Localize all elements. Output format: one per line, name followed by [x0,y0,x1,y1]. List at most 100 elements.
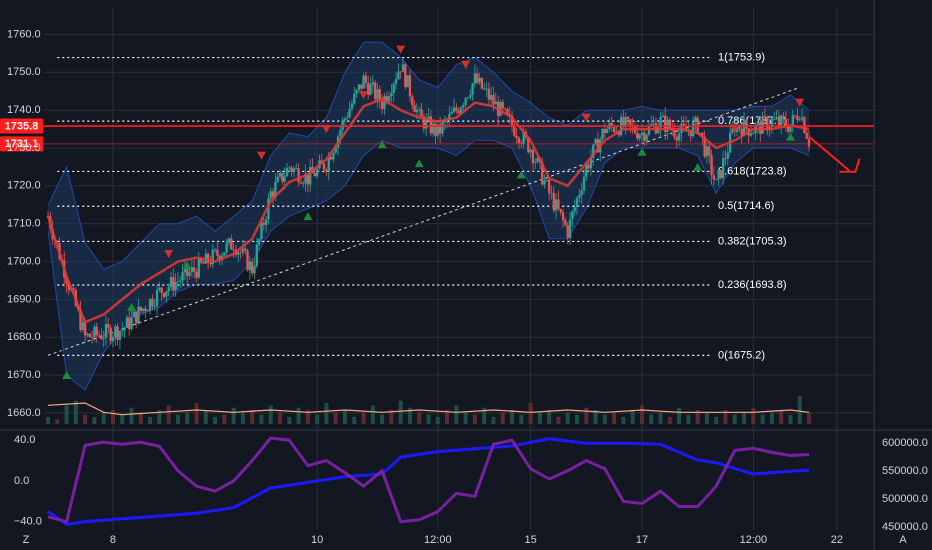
timezone-toggle-label: Z [23,534,30,546]
cumulative-line [47,437,810,526]
candle-body [573,207,576,212]
candle-body [271,191,275,197]
candle-body [97,334,101,336]
candle-body [246,250,249,271]
candle-body [197,258,200,278]
volume-bar [667,417,672,424]
candle-body [742,119,746,136]
candle-body [290,167,293,172]
candle-body [339,129,342,137]
candle-body [610,123,613,127]
candle-body [269,191,272,199]
band-upper-line [47,41,810,270]
candle-body [541,161,544,185]
candle-body [153,305,156,307]
candle-body [165,291,168,297]
volume-bar [157,410,162,424]
volume-bar [213,417,218,424]
candle-body [415,109,419,113]
trendline-line [47,86,800,356]
time-tick-label-1: 10 [311,534,323,546]
candle-body [490,94,493,100]
moving-average [46,97,810,324]
candle-body [510,115,514,126]
candle-body [529,149,532,153]
volume-bar [166,405,171,424]
candle-body [612,126,616,133]
candle-body [223,252,226,256]
candle-body [125,317,129,328]
volume-bar [240,412,245,424]
candle-body [93,326,96,338]
candle-body [114,326,117,337]
volume-bar [389,410,394,424]
sell-signal-marker [359,91,369,100]
candle-body [104,324,108,338]
candle-body [183,266,187,273]
candle-body [139,306,142,311]
volume-bar [565,412,570,424]
candle-body [552,193,555,211]
sell-signal-marker [730,125,740,134]
candle-body [601,128,604,140]
volume-bar [537,412,542,424]
candle-body [636,132,639,139]
candle-body [362,75,365,89]
candle-body [162,293,166,297]
candle-body [515,135,518,138]
candle-body [86,333,89,336]
candle-body [476,73,479,83]
fibonacci-levels[interactable]: 1(1753.9)0.786(1737.1)0.618(1723.8)0.5(1… [57,51,787,361]
volume-bar [649,414,654,424]
candle-body [329,156,333,160]
candle-body [759,121,762,134]
candle-body [485,88,488,90]
candle-body [353,93,356,104]
band-lower-line [47,139,810,391]
candle-body [708,146,711,156]
candle-body [230,238,233,250]
time-tick-label-3: 15 [524,534,536,546]
candle-body [132,311,136,318]
trendline[interactable] [47,86,800,356]
candle-body [773,118,776,120]
candle-body [749,133,753,136]
candle-body [766,117,769,131]
candle-body [668,119,671,128]
candle-body [135,311,138,324]
buy-signal-marker [637,147,647,156]
candle-body [216,249,219,256]
candle-body [418,109,421,111]
candle-body [343,118,347,121]
candle-body [141,308,145,311]
candle-body [422,116,426,129]
candle-body [517,137,521,144]
candle-body [689,129,692,137]
volume-bar [370,405,375,424]
volume-bar [120,414,125,424]
candle-body [348,109,351,118]
candle-body [431,123,435,134]
candle-body [260,222,263,240]
candle-body [190,267,194,273]
projection-arrow-head [839,158,861,173]
candle-body [111,336,115,341]
candle-body [241,248,245,253]
volume-bar [723,410,728,424]
candle-body [257,239,261,245]
candle-body [775,117,778,119]
volume-bar [602,414,607,424]
candle-body [325,169,328,172]
candle-body [278,172,282,177]
candle-body [717,170,720,180]
volume-bar [92,417,97,424]
projection-arrow[interactable] [808,135,861,173]
candle-body [188,272,191,276]
volume-bar [324,403,329,424]
candle-body [283,176,286,182]
candle-body [357,84,361,90]
volume-ma-line [47,402,810,416]
candle-body [373,82,377,100]
fib-level-label-4: 0.382(1705.3) [718,235,787,247]
